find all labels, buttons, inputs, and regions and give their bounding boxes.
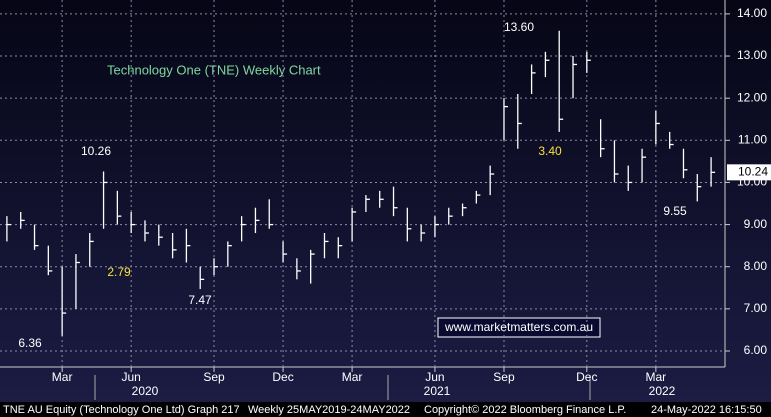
x-tick-label: Mar (646, 370, 667, 384)
footer-text: Weekly 25MAY2019-24MAY2022 (248, 404, 410, 416)
footer-text: Copyright© 2022 Bloomberg Finance L.P. (424, 404, 626, 416)
footer-bar (0, 402, 771, 417)
watermark-box (437, 317, 601, 338)
annotation: 9.55 (663, 204, 687, 218)
x-tick-label: Mar (52, 370, 73, 384)
y-tick-label: 11.00 (738, 132, 767, 146)
x-tick-label: Dec (576, 370, 597, 384)
watermark: www.marketmatters.com.au (444, 320, 593, 334)
annotation: 6.36 (18, 336, 42, 350)
year-label: 2020 (132, 384, 159, 398)
x-tick-label: Jun (425, 370, 444, 384)
y-tick-label: 9.00 (744, 217, 768, 231)
annotation: 3.40 (538, 144, 562, 158)
footer-text: 24-May-2022 16:15:50 (651, 404, 762, 416)
x-tick-label: Mar (342, 370, 363, 384)
annotation: 10.26 (81, 144, 111, 158)
background (0, 0, 771, 402)
y-tick-label: 8.00 (744, 259, 768, 273)
y-tick-label: 14.00 (737, 6, 767, 20)
year-label: 2021 (424, 384, 451, 398)
x-tick-label: Jun (121, 370, 140, 384)
last-price-box (727, 164, 771, 181)
x-tick-label: Sep (493, 370, 515, 384)
annotation: 13.60 (504, 20, 534, 34)
y-tick-label: 7.00 (744, 301, 768, 315)
chart-title: Technology One (TNE) Weekly Chart (107, 62, 321, 77)
annotation: 2.79 (107, 265, 131, 279)
x-tick-label: Sep (203, 370, 225, 384)
y-tick-label: 12.00 (737, 90, 767, 104)
y-tick-label: 6.00 (744, 343, 768, 357)
x-tick-label: Dec (272, 370, 293, 384)
last-price-label: 10.24 (738, 165, 768, 179)
annotation: 7.47 (188, 293, 212, 307)
footer-text: TNE AU Equity (Technology One Ltd) Graph… (3, 404, 240, 416)
y-tick-label: 13.00 (737, 48, 767, 62)
year-label: 2022 (649, 384, 676, 398)
